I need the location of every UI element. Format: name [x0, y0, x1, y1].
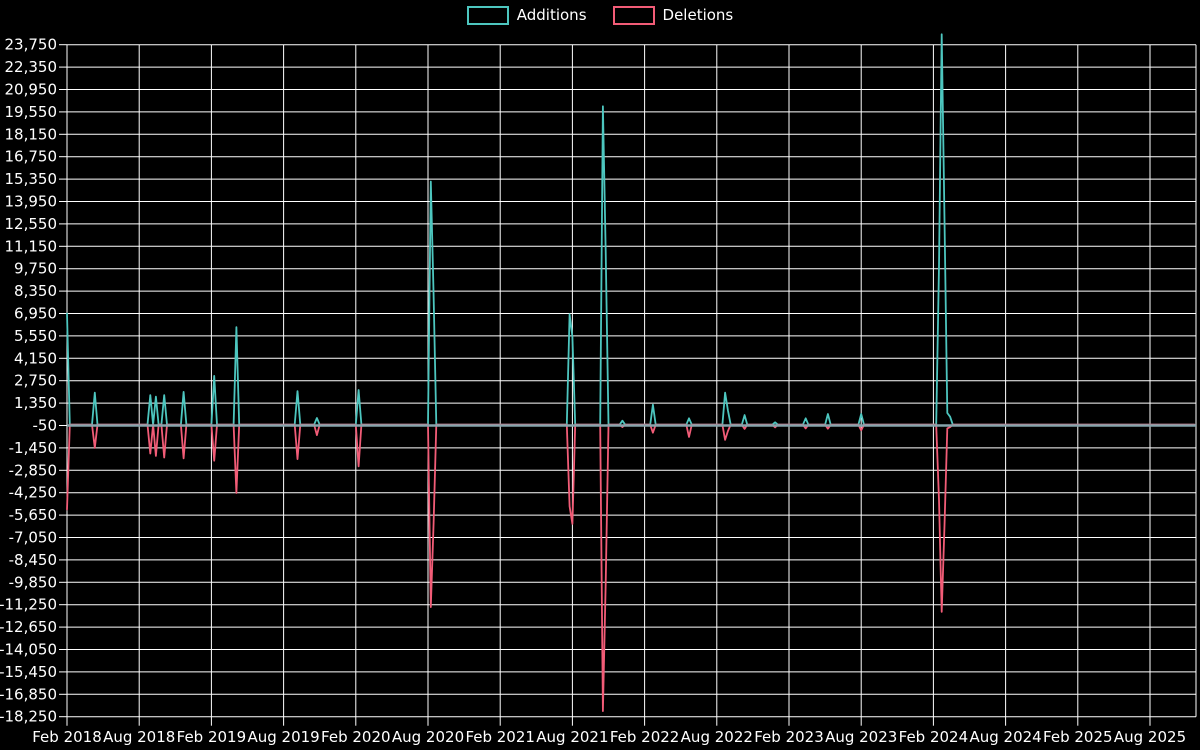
x-tick-label: Feb 2024	[899, 728, 969, 746]
x-tick-label: Aug 2020	[392, 728, 464, 746]
x-tick-label: Feb 2025	[1043, 728, 1113, 746]
deletions-swatch-icon	[612, 6, 655, 25]
x-tick-label: Aug 2019	[247, 728, 319, 746]
legend-item-deletions[interactable]: Deletions	[612, 6, 734, 25]
y-tick-label: 18,150	[5, 125, 58, 143]
deletions-line	[66, 423, 1196, 712]
x-tick-label: Feb 2021	[465, 728, 535, 746]
y-tick-label: -2,850	[9, 461, 57, 479]
y-tick-label: -18,250	[0, 708, 57, 726]
x-tick-label: Aug 2024	[969, 728, 1041, 746]
legend-item-additions[interactable]: Additions	[466, 6, 587, 25]
x-tick-label: Feb 2023	[754, 728, 824, 746]
y-tick-label: -50	[33, 417, 58, 435]
y-tick-label: 2,750	[14, 372, 57, 390]
y-tick-label: -11,250	[0, 596, 57, 614]
y-tick-label: -15,450	[0, 663, 57, 681]
x-axis-labels: Feb 2018 Aug 2018 Feb 2019 Aug 2019 Feb 2020…	[32, 728, 1186, 746]
y-tick-label: -8,450	[9, 551, 57, 569]
y-tick-label: 22,350	[5, 58, 58, 76]
additions-line	[66, 33, 1196, 426]
x-tick-label: Aug 2022	[681, 728, 753, 746]
y-tick-label: -7,050	[9, 529, 57, 547]
y-tick-label: 9,750	[14, 260, 57, 278]
y-tick-label: 19,550	[5, 103, 58, 121]
y-tick-label: -4,250	[9, 484, 57, 502]
y-tick-label: -9,850	[9, 573, 57, 591]
y-tick-label: -14,050	[0, 641, 57, 659]
y-tick-label: 12,550	[5, 215, 58, 233]
y-tick-label: 15,350	[5, 170, 58, 188]
x-tick-label: Aug 2021	[536, 728, 608, 746]
y-tick-label: 16,750	[5, 148, 58, 166]
y-tick-label: 5,550	[14, 327, 57, 345]
x-tick-label: Aug 2018	[103, 728, 175, 746]
y-tick-label: 20,950	[5, 81, 58, 99]
y-tick-label: 11,150	[5, 237, 58, 255]
chart-legend: Additions Deletions	[0, 6, 1200, 25]
additions-swatch-icon	[466, 6, 509, 25]
x-tick-label: Feb 2020	[321, 728, 391, 746]
legend-label-additions: Additions	[516, 6, 587, 24]
y-tick-label: -5,650	[9, 506, 57, 524]
y-tick-label: 13,950	[5, 193, 58, 211]
y-tick-label: 23,750	[5, 36, 58, 54]
x-tick-label: Feb 2022	[610, 728, 680, 746]
y-tick-label: -16,850	[0, 685, 57, 703]
y-tick-label: 1,350	[14, 394, 57, 412]
legend-label-deletions: Deletions	[662, 6, 734, 24]
x-tick-label: Aug 2025	[1114, 728, 1186, 746]
y-tick-label: -1,450	[9, 439, 57, 457]
x-tick-label: Feb 2018	[32, 728, 102, 746]
x-tick-label: Aug 2023	[825, 728, 897, 746]
axis-ticks	[59, 44, 1151, 726]
x-tick-label: Feb 2019	[177, 728, 247, 746]
y-tick-label: 6,950	[14, 305, 57, 323]
gridlines	[66, 44, 1197, 718]
y-tick-label: 8,350	[14, 282, 57, 300]
y-tick-label: -12,650	[0, 618, 57, 636]
y-tick-label: 4,150	[14, 349, 57, 367]
y-axis-labels: 23,750 22,350 20,950 19,550 18,150 16,750 15,3…	[0, 36, 57, 726]
